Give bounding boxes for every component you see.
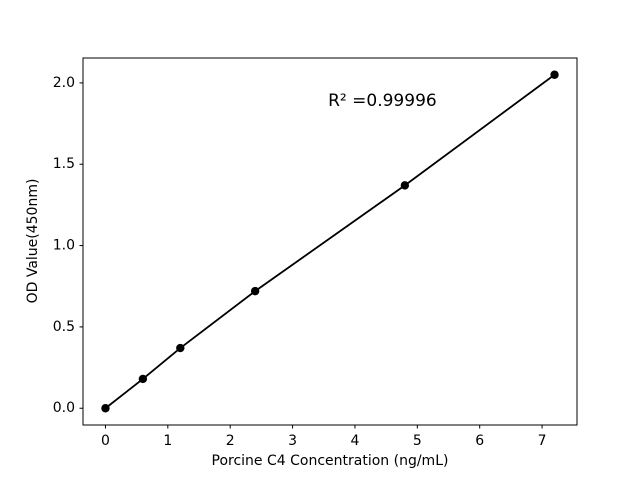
fit-line (104, 73, 556, 410)
data-point (138, 374, 148, 384)
data-point (550, 70, 559, 79)
y-tick-label: 0.5 (53, 319, 75, 335)
data-point (400, 181, 410, 190)
data-point (250, 286, 260, 296)
r-squared-annotation: R² =0.99996 (328, 91, 437, 111)
x-axis-ticks: 0 1 2 3 4 5 6 7 (101, 425, 547, 449)
x-tick-label: 4 (350, 433, 359, 449)
y-tick-label: 0.0 (53, 400, 75, 416)
data-series (101, 70, 559, 413)
y-axis-ticks: 0.0 0.5 1.0 1.5 2.0 (53, 75, 83, 416)
x-tick-label: 1 (163, 433, 172, 449)
plot-frame (82, 57, 578, 426)
data-point (101, 404, 110, 413)
x-tick-label: 6 (475, 433, 484, 449)
x-tick-label: 3 (288, 433, 297, 449)
x-axis-label: Porcine C4 Concentration (ng/mL) (212, 453, 449, 469)
y-axis-label: OD Value(450nm) (25, 179, 41, 304)
y-tick-label: 1.5 (53, 156, 75, 172)
x-tick-label: 0 (101, 433, 110, 449)
x-tick-label: 5 (413, 433, 422, 449)
data-point (176, 343, 185, 353)
x-tick-label: 2 (226, 433, 235, 449)
y-tick-label: 1.0 (53, 238, 75, 254)
y-tick-label: 2.0 (53, 75, 75, 91)
x-tick-label: 7 (538, 433, 547, 449)
